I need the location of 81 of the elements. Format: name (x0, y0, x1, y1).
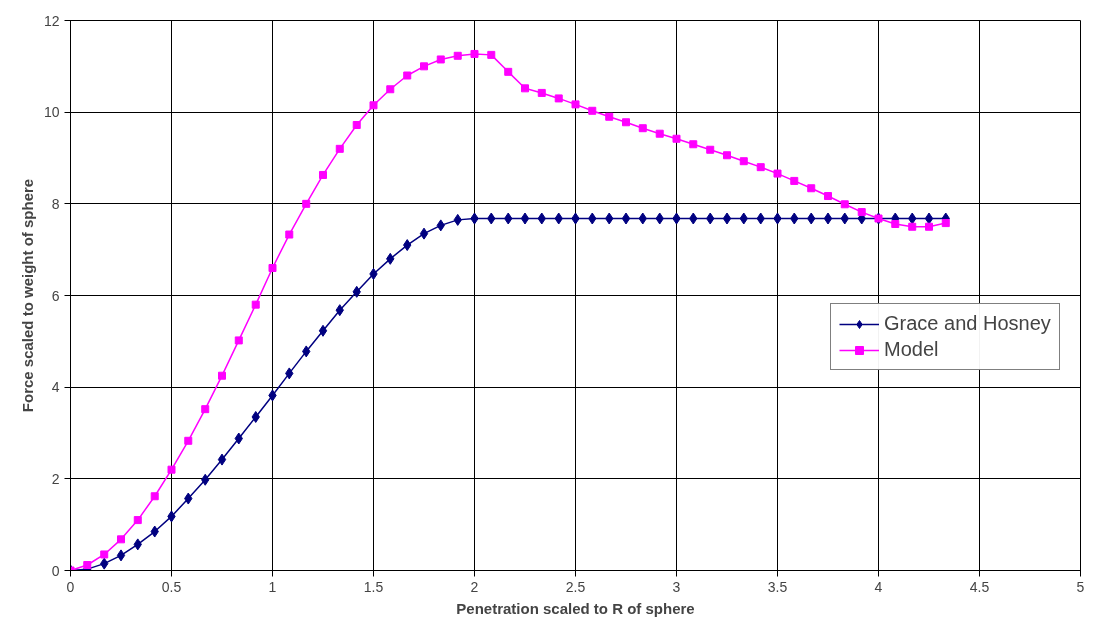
point (739, 157, 748, 166)
point (723, 151, 731, 160)
y-tick-label: 2 (51, 470, 60, 487)
point (840, 200, 849, 209)
point (941, 219, 950, 228)
y-tick-label: 0 (51, 562, 60, 579)
point (504, 67, 513, 76)
point (925, 222, 933, 231)
x-tick-label: 3 (672, 578, 681, 595)
x-tick-label: 5 (1076, 578, 1085, 595)
y-tick-label: 4 (51, 379, 60, 396)
point (218, 371, 226, 380)
point (722, 212, 732, 225)
point (605, 112, 614, 121)
point (150, 492, 159, 501)
point (689, 140, 698, 149)
point (638, 124, 647, 133)
point (201, 405, 210, 414)
point (554, 94, 563, 103)
point (234, 336, 243, 345)
point (420, 62, 428, 71)
point (302, 199, 311, 208)
point (167, 465, 176, 474)
point (487, 50, 496, 59)
point (823, 212, 833, 225)
legend-label: Grace and Hosney (884, 312, 1051, 335)
point (285, 230, 294, 239)
point (773, 169, 782, 178)
y-axis-title: Force scaled to weight of sphere (18, 178, 36, 413)
y-tick-label: 8 (51, 195, 60, 212)
point (857, 208, 866, 217)
x-tick-label: 4 (874, 578, 883, 595)
point (318, 324, 328, 337)
point (706, 145, 715, 154)
point (924, 212, 934, 225)
point (100, 550, 109, 559)
point (521, 84, 529, 93)
point (824, 192, 832, 201)
point (133, 516, 142, 525)
point (419, 227, 429, 240)
point (319, 170, 327, 179)
point (807, 184, 816, 193)
point (403, 71, 412, 80)
point (217, 453, 227, 466)
point (470, 49, 479, 58)
point (790, 176, 799, 185)
x-tick-label: 4.5 (969, 578, 990, 595)
point (571, 100, 580, 109)
point (891, 220, 900, 228)
x-tick-label: 2 (470, 578, 479, 595)
point (655, 129, 664, 138)
point (622, 118, 630, 127)
x-tick-label: 1 (268, 578, 277, 595)
x-axis-title: Penetration scaled to R of sphere (456, 599, 695, 617)
point (908, 222, 917, 231)
point (537, 88, 546, 97)
y-tick-label: 12 (43, 12, 60, 29)
x-tick-label: 3.5 (767, 578, 788, 595)
legend-label: Model (884, 338, 939, 361)
point (116, 549, 126, 562)
point (621, 212, 631, 225)
point (335, 144, 344, 153)
point (117, 535, 125, 544)
point (520, 212, 530, 225)
y-tick-label: 6 (51, 287, 60, 304)
x-tick-label: 2.5 (565, 578, 586, 595)
point (369, 101, 378, 110)
x-tick-label: 0.5 (161, 578, 182, 595)
point (672, 134, 681, 143)
point (436, 55, 445, 64)
point (756, 163, 765, 172)
point (268, 264, 277, 272)
point (588, 106, 597, 115)
point (184, 436, 193, 445)
x-tick-label: 0 (66, 578, 75, 595)
x-tick-label: 1.5 (363, 578, 384, 595)
point (251, 300, 260, 309)
point (453, 51, 462, 60)
point (386, 85, 395, 94)
point (352, 121, 361, 129)
y-tick-label: 10 (43, 104, 60, 121)
